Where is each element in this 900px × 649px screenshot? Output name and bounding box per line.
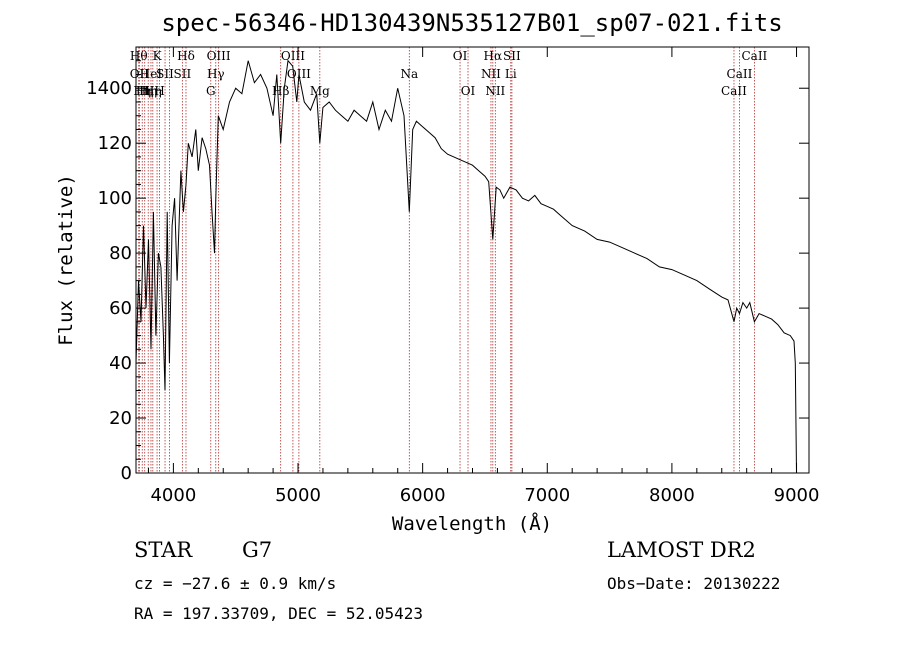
survey-name: LAMOST DR2: [607, 538, 756, 562]
line-marker-label: SII: [174, 67, 192, 81]
x-tick-label: 8000: [649, 485, 695, 506]
x-tick-label: 5000: [275, 485, 321, 506]
line-marker-label: CaII: [727, 67, 753, 81]
line-marker-label: Hα: [484, 49, 503, 63]
line-marker-labels: HθOIIHηHηHηHeIHηKHSIIHδSIIGHγOIIIHβOIIIO…: [130, 49, 768, 98]
y-axis-ticks: 0 20 40 60 80 100 120 1400: [86, 60, 809, 484]
line-marker-label: HeI: [140, 67, 163, 81]
x-tick-label: 6000: [400, 485, 446, 506]
line-marker-label: OI: [461, 84, 476, 98]
redshift-velocity: cz = −27.6 ± 0.9 km/s: [134, 574, 336, 593]
x-tick-label: 7000: [524, 485, 570, 506]
chart-title: spec-56346-HD130439N535127B01_sp07-021.f…: [161, 9, 782, 37]
y-tick-label: 80: [109, 243, 132, 264]
y-tick-label: 100: [98, 188, 132, 209]
x-tick-label: 9000: [774, 485, 820, 506]
y-tick-label: 120: [98, 133, 132, 154]
coordinates: RA = 197.33709, DEC = 52.05423: [134, 604, 423, 623]
line-marker-label: Li: [505, 67, 517, 81]
line-marker-label: Hη: [139, 84, 157, 98]
x-axis-label: Wavelength (Å): [392, 512, 552, 535]
spectrum-line: [135, 59, 797, 474]
observation-date: Obs−Date: 20130222: [607, 574, 780, 593]
x-tick-label: 4000: [150, 485, 196, 506]
line-marker-label: OIII: [281, 49, 305, 63]
line-marker-label: Hη: [136, 84, 154, 98]
y-axis-label: Flux (relative): [55, 174, 77, 346]
line-markers: [138, 47, 755, 473]
line-marker-label: Hδ: [177, 49, 195, 63]
x-axis-ticks: 4000 5000 6000 7000 8000 9000: [147, 47, 820, 506]
line-marker-label: H: [154, 84, 164, 98]
y-tick-label: 1400: [86, 78, 132, 99]
line-marker-label: OI: [453, 49, 468, 63]
line-marker-label: Hη: [144, 84, 162, 98]
line-marker-label: Mg: [310, 84, 330, 98]
line-marker-label: Hη: [133, 84, 151, 98]
line-marker-label: Na: [400, 67, 418, 81]
object-class: STAR: [134, 538, 193, 562]
line-marker-label: OIII: [207, 49, 231, 63]
line-marker-label: SII: [503, 49, 521, 63]
y-tick-label: 60: [109, 298, 132, 319]
plot-frame: [135, 46, 810, 474]
y-tick-label: 40: [109, 353, 132, 374]
line-marker-label: Hθ: [130, 49, 148, 63]
line-marker-label: CaII: [741, 49, 767, 63]
y-tick-label: 0: [121, 463, 132, 484]
line-marker-label: CaII: [721, 84, 747, 98]
line-marker-label: Hβ: [272, 84, 289, 98]
line-marker-label: G: [206, 84, 216, 98]
line-marker-label: NII: [485, 84, 505, 98]
line-marker-label: SII: [156, 67, 174, 81]
spectral-subclass: G7: [242, 538, 272, 562]
line-marker-label: NII: [481, 67, 501, 81]
line-marker-label: Hγ: [207, 67, 225, 81]
line-marker-label: K: [153, 49, 163, 63]
y-tick-label: 20: [109, 408, 132, 429]
